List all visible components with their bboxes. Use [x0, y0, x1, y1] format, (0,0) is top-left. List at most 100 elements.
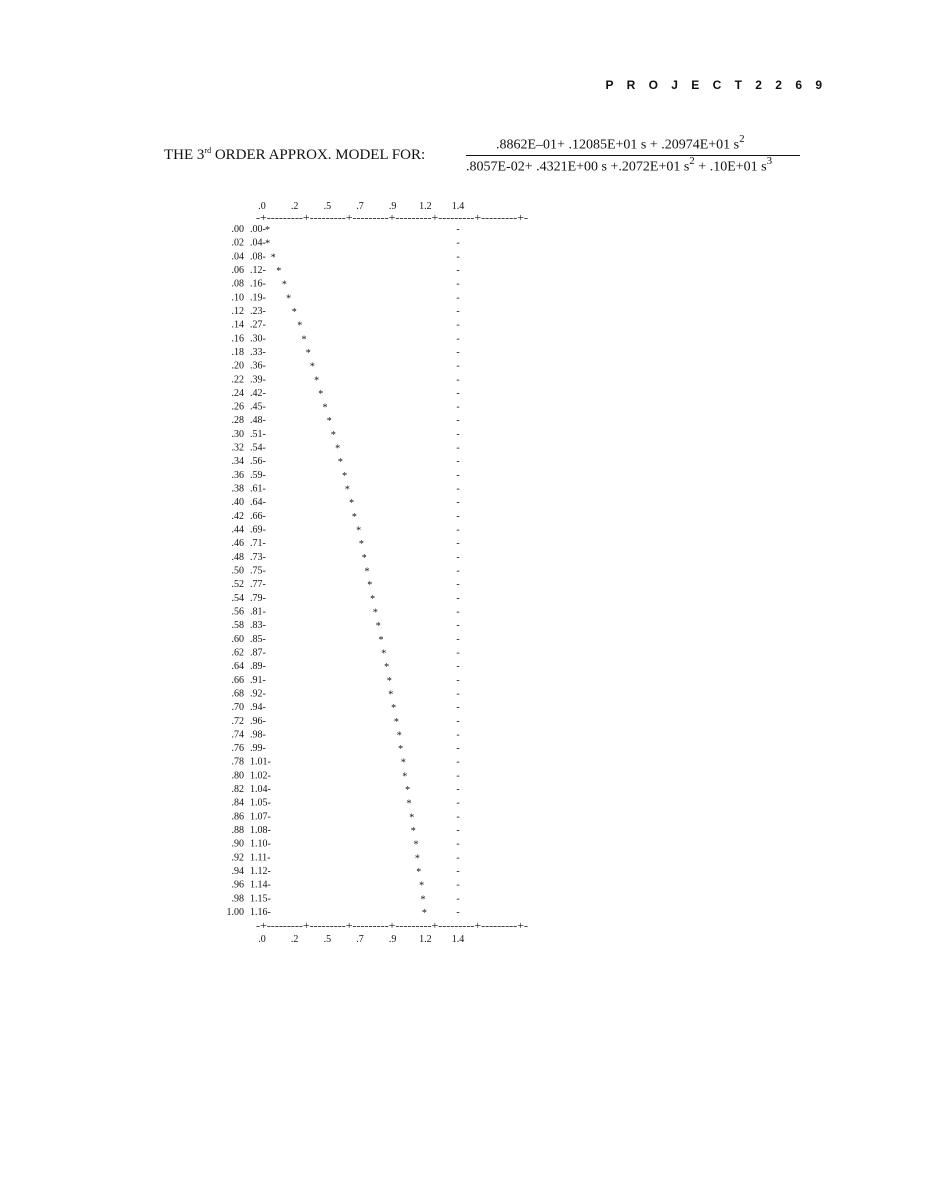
time-label: .52 — [232, 579, 245, 590]
time-label: .86 — [232, 811, 245, 822]
data-point-marker: * — [265, 225, 270, 236]
row-axis-dash: - — [268, 839, 271, 850]
data-point-marker: * — [359, 539, 364, 550]
row-axis-dash: - — [268, 798, 271, 809]
row-axis-dash: - — [263, 429, 266, 440]
reference-line-marker: - — [456, 566, 459, 577]
denominator-text-2: + .10E+01 s — [694, 159, 767, 175]
row-axis-dash: - — [268, 770, 271, 781]
row-axis-dash: - — [263, 647, 266, 658]
value-label: .19 — [250, 292, 263, 303]
value-label: .69 — [250, 525, 263, 536]
reference-line-marker: - — [456, 688, 459, 699]
x-tick-label-top: .0 — [258, 201, 266, 212]
value-label: .23 — [250, 306, 263, 317]
value-label: .94 — [250, 702, 263, 713]
value-label: .33 — [250, 347, 263, 358]
data-point-marker: * — [414, 840, 419, 851]
row-axis-dash: - — [263, 279, 266, 290]
denominator-power-2: 3 — [766, 155, 773, 167]
value-label: .48 — [250, 415, 263, 426]
value-label: 1.16 — [250, 907, 268, 918]
data-point-marker: * — [345, 485, 350, 496]
time-label: .94 — [232, 866, 245, 877]
value-label: .91 — [250, 675, 263, 686]
value-label: .85 — [250, 634, 263, 645]
row-axis-dash: - — [268, 784, 271, 795]
time-label: .36 — [232, 470, 245, 481]
row-axis-dash: - — [263, 716, 266, 727]
data-point-marker: * — [365, 567, 370, 578]
time-label: .62 — [232, 647, 245, 658]
row-axis-dash: - — [263, 320, 266, 331]
row-axis-dash: - — [263, 333, 266, 344]
value-label: .36 — [250, 361, 263, 372]
reference-line-marker: - — [456, 757, 459, 768]
reference-line-marker: - — [456, 456, 459, 467]
time-label: .76 — [232, 743, 245, 754]
numerator-text: .8862E–01+ .12085E+01 s + .20974E+01 s — [496, 137, 740, 153]
reference-line-marker: - — [456, 306, 459, 317]
data-point-marker: * — [379, 635, 384, 646]
time-label: .16 — [232, 333, 245, 344]
value-label: .77 — [250, 579, 263, 590]
time-label: .82 — [232, 784, 245, 795]
numerator: .8862E–01+ .12085E+01 s + .20974E+01 s2 — [496, 133, 745, 154]
data-point-marker: * — [265, 239, 270, 250]
data-point-marker: * — [381, 648, 386, 659]
data-point-marker: * — [407, 799, 412, 810]
reference-line-marker: - — [456, 811, 459, 822]
value-label: .92 — [250, 688, 263, 699]
formula-label: THE 3rd ORDER APPROX. MODEL FOR: — [164, 146, 425, 164]
data-point-marker: * — [276, 266, 281, 277]
data-point-marker: * — [323, 403, 328, 414]
time-label: .42 — [232, 511, 245, 522]
row-axis-dash: - — [263, 606, 266, 617]
value-label: .54 — [250, 443, 263, 454]
row-axis-dash: - — [268, 893, 271, 904]
value-label: .61 — [250, 484, 263, 495]
data-point-marker: * — [422, 908, 427, 919]
reference-line-marker: - — [456, 634, 459, 645]
row-axis-dash: - — [263, 306, 266, 317]
x-tick-label-top: 1.4 — [452, 201, 465, 212]
data-point-marker: * — [349, 498, 354, 509]
row-axis-dash: - — [263, 251, 266, 262]
row-axis-dash: - — [263, 675, 266, 686]
data-point-marker: * — [292, 307, 297, 318]
time-label: .40 — [232, 497, 245, 508]
fraction-bar — [466, 155, 800, 156]
row-axis-dash: - — [263, 661, 266, 672]
row-axis-dash: - — [263, 620, 266, 631]
row-axis-dash: - — [263, 238, 266, 249]
data-point-marker: * — [411, 826, 416, 837]
value-label: .99 — [250, 743, 263, 754]
time-label: .96 — [232, 880, 245, 891]
value-label: 1.02 — [250, 770, 268, 781]
time-label: .22 — [232, 374, 245, 385]
denominator-text-1: .8057E-02+ .4321E+00 s +.2072E+01 s — [466, 159, 690, 175]
value-label: .00 — [250, 224, 263, 235]
value-label: .45 — [250, 402, 263, 413]
value-label: .83 — [250, 620, 263, 631]
data-point-marker: * — [282, 280, 287, 291]
value-label: 1.08 — [250, 825, 268, 836]
reference-line-marker: - — [456, 251, 459, 262]
reference-line-marker: - — [456, 606, 459, 617]
page-header: P R O J E C T 2 2 6 9 — [605, 78, 827, 92]
row-axis-dash: - — [267, 852, 270, 863]
reference-line-marker: - — [456, 716, 459, 727]
reference-line-marker: - — [456, 620, 459, 631]
row-axis-dash: - — [263, 361, 266, 372]
reference-line-marker: - — [456, 429, 459, 440]
x-tick-label-top: 1.2 — [419, 201, 432, 212]
row-axis-dash: - — [263, 702, 266, 713]
value-label: .39 — [250, 374, 263, 385]
row-axis-dash: - — [263, 470, 266, 481]
data-point-marker: * — [421, 894, 426, 905]
time-label: .56 — [232, 606, 245, 617]
data-point-marker: * — [387, 676, 392, 687]
row-axis-dash: - — [268, 811, 271, 822]
